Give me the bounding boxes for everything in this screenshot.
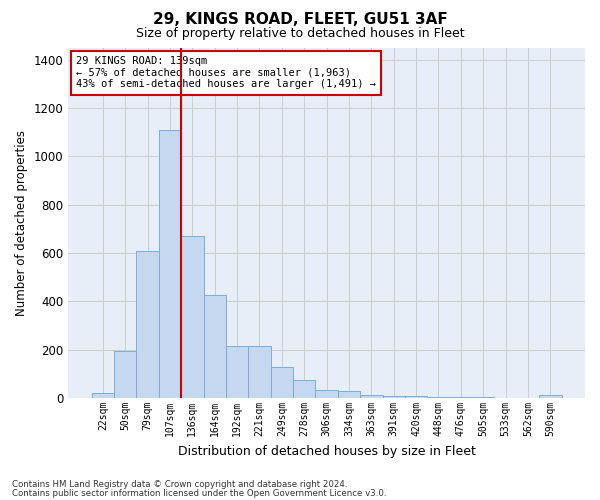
Bar [316, 390, 338, 398]
Bar [248, 346, 271, 398]
Text: 29 KINGS ROAD: 139sqm
← 57% of detached houses are smaller (1,963)
43% of semi-d: 29 KINGS ROAD: 139sqm ← 57% of detached … [76, 56, 376, 90]
Y-axis label: Number of detached properties: Number of detached properties [15, 130, 28, 316]
Text: Contains public sector information licensed under the Open Government Licence v3: Contains public sector information licen… [12, 489, 386, 498]
Bar [383, 396, 405, 398]
Bar [539, 394, 562, 398]
Bar [92, 394, 114, 398]
Bar [114, 351, 136, 398]
Bar [181, 236, 203, 398]
Text: 29, KINGS ROAD, FLEET, GU51 3AF: 29, KINGS ROAD, FLEET, GU51 3AF [152, 12, 448, 28]
Bar [360, 395, 383, 398]
Bar [405, 396, 427, 398]
Bar [226, 346, 248, 398]
Bar [427, 397, 449, 398]
Text: Contains HM Land Registry data © Crown copyright and database right 2024.: Contains HM Land Registry data © Crown c… [12, 480, 347, 489]
Bar [293, 380, 316, 398]
Bar [203, 296, 226, 398]
Bar [136, 250, 159, 398]
Bar [159, 130, 181, 398]
Bar [449, 397, 472, 398]
Text: Size of property relative to detached houses in Fleet: Size of property relative to detached ho… [136, 28, 464, 40]
X-axis label: Distribution of detached houses by size in Fleet: Distribution of detached houses by size … [178, 444, 476, 458]
Bar [338, 392, 360, 398]
Bar [271, 366, 293, 398]
